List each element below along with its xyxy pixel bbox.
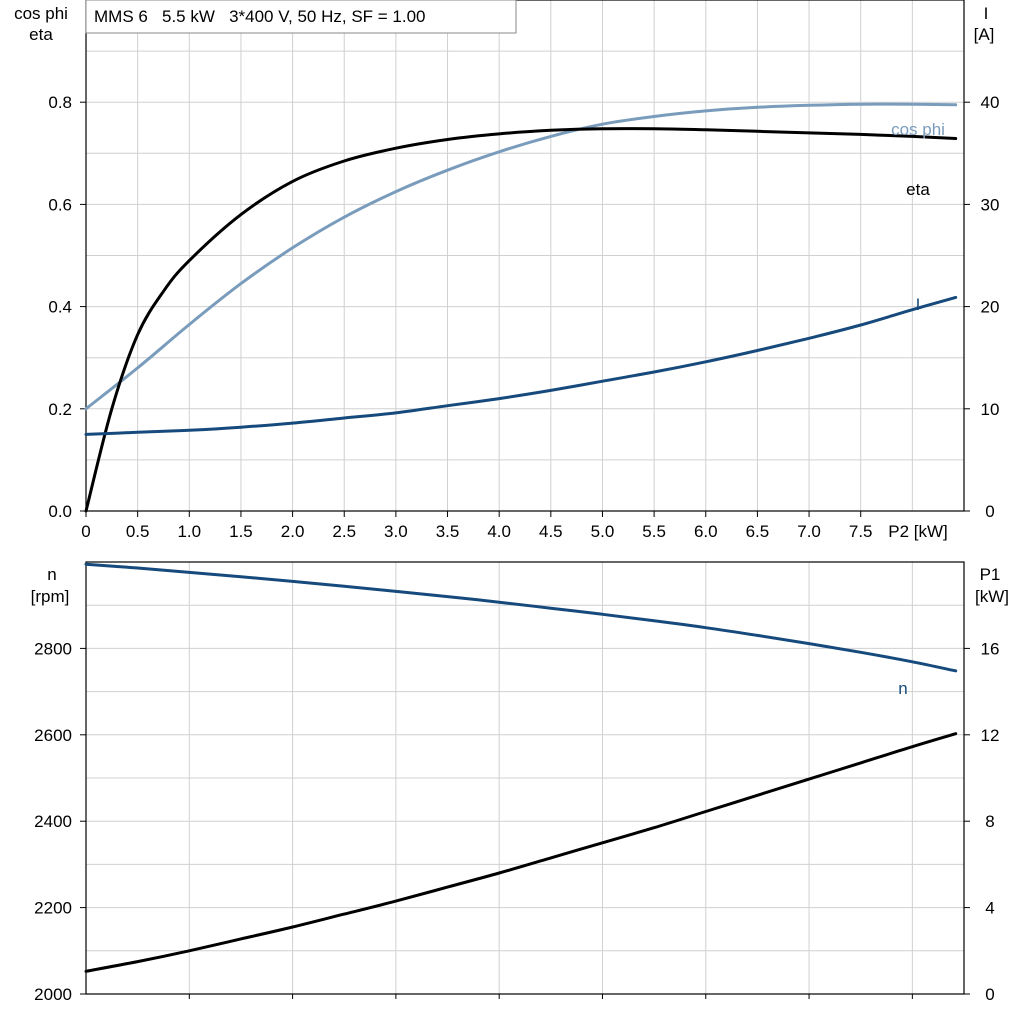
top-left-y-tick-label: 0.0 (48, 502, 72, 521)
top-x-tick-label: 5.5 (642, 522, 666, 541)
top-right-y-tick-label: 30 (981, 195, 1000, 214)
cos-phi-curve-label: cos phi (891, 120, 945, 139)
top-x-tick-label: 6.5 (746, 522, 770, 541)
top-left-axis-label-1: cos phi (14, 4, 68, 23)
top-chart-ticks: 0 0.5 1.0 1.5 2.0 2.5 3.0 3.5 4.0 4.5 5.0 5.5 6.0 6.5… (48, 93, 999, 541)
speed-curve (84, 562, 958, 673)
bottom-right-y-tick-label: 0 (985, 985, 994, 1004)
top-x-tick-label: 7.5 (849, 522, 873, 541)
top-left-axis-label-2: eta (29, 25, 53, 44)
chart-title: MMS 6 5.5 kW 3*400 V, 50 Hz, SF = 1.00 (94, 7, 426, 26)
eta-curve (84, 127, 958, 513)
top-right-axis-label-1: I (984, 4, 989, 23)
top-right-y-tick-label: 40 (981, 93, 1000, 112)
top-right-y-tick-label: 20 (981, 298, 1000, 317)
top-x-tick-label: 0.5 (126, 522, 150, 541)
top-x-tick-label: 3.0 (384, 522, 408, 541)
top-x-tick-label: 2.5 (332, 522, 356, 541)
top-right-y-tick-label: 0 (985, 502, 994, 521)
bottom-left-y-tick-label: 2200 (34, 899, 72, 918)
current-curve (84, 295, 958, 436)
cos-phi-curve (84, 102, 958, 411)
top-x-tick-label: 4.5 (539, 522, 563, 541)
bottom-left-y-tick-label: 2800 (34, 639, 72, 658)
top-x-axis-label: P2 [kW] (888, 522, 948, 541)
title-box (85, 0, 517, 34)
speed-curve-label: n (898, 679, 907, 698)
top-left-y-tick-label: 0.2 (48, 400, 72, 419)
bottom-right-axis-label-1: P1 (980, 565, 1001, 584)
bottom-right-y-tick-label: 4 (985, 899, 994, 918)
bottom-right-y-tick-label: 12 (981, 726, 1000, 745)
top-left-y-tick-label: 0.8 (48, 93, 72, 112)
top-x-tick-label: 4.0 (487, 522, 511, 541)
top-x-tick-label: 7.0 (797, 522, 821, 541)
bottom-right-y-tick-label: 8 (985, 812, 994, 831)
top-x-tick-label: 1.5 (229, 522, 253, 541)
top-left-y-tick-label: 0.4 (48, 298, 72, 317)
top-x-tick-label: 1.0 (177, 522, 201, 541)
bottom-right-axis-label-2: [kW] (975, 587, 1009, 606)
top-x-tick-label: 5.0 (591, 522, 615, 541)
top-right-y-tick-label: 10 (981, 400, 1000, 419)
bottom-left-y-tick-label: 2400 (34, 812, 72, 831)
input-power-curve (84, 732, 958, 973)
bottom-left-y-tick-label: 2000 (34, 985, 72, 1004)
top-chart-grid (86, 0, 964, 511)
bottom-left-y-tick-label: 2600 (34, 726, 72, 745)
top-x-tick-label: 3.5 (436, 522, 460, 541)
top-left-y-tick-label: 0.6 (48, 195, 72, 214)
bottom-chart-grid (86, 562, 964, 994)
bottom-left-axis-label-1: n (47, 565, 56, 584)
top-plot-frame (85, 0, 965, 512)
top-x-tick-label: 2.0 (281, 522, 305, 541)
top-right-axis-label-2: [A] (974, 25, 995, 44)
bottom-plot-frame (85, 561, 965, 995)
bottom-left-axis-label-2: [rpm] (31, 587, 70, 606)
eta-curve-label: eta (906, 180, 930, 199)
curves (84, 102, 958, 973)
current-curve-label: I (916, 295, 921, 314)
bottom-right-y-tick-label: 16 (981, 639, 1000, 658)
bottom-chart-ticks: 2000 2200 2400 2600 2800 0 4 8 12 16 (34, 639, 999, 1004)
top-x-tick-label: 0 (81, 522, 90, 541)
top-x-tick-label: 6.0 (694, 522, 718, 541)
